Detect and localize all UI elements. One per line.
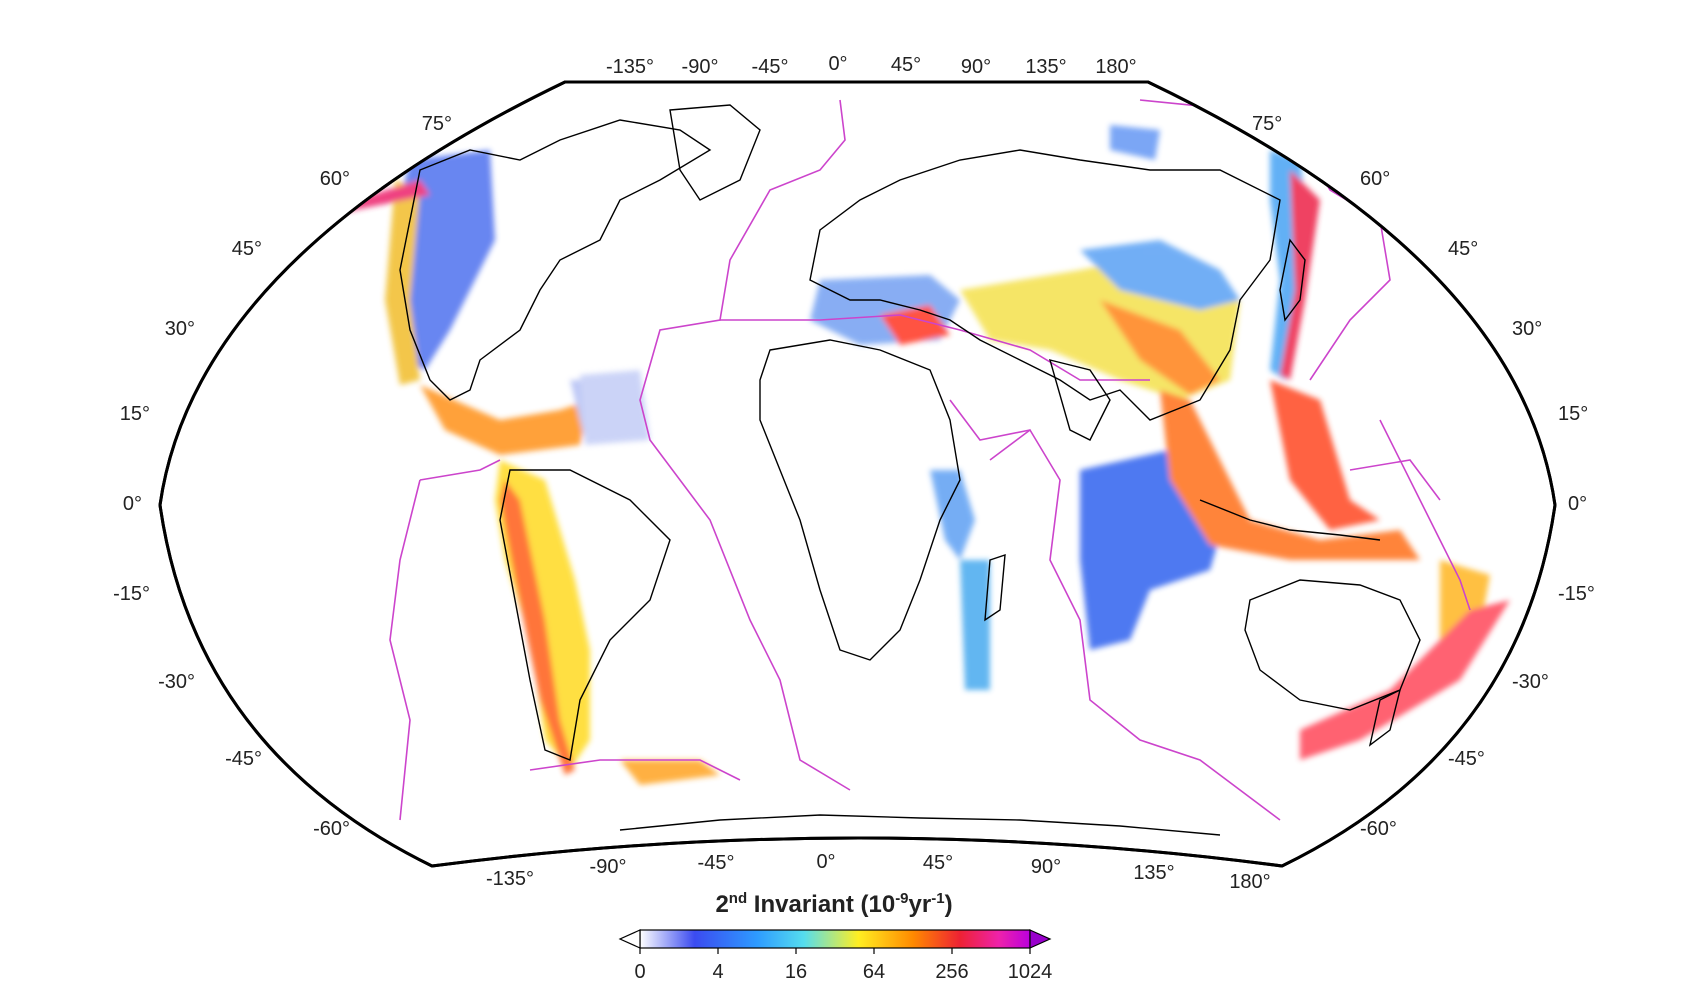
right-lat-label: 0° [1568, 493, 1587, 515]
left-lat-label: 30° [165, 318, 195, 340]
colorbar-tick-labels: 0 4 16 64 256 1024 [634, 961, 1052, 983]
colorbar-tick-label: 256 [935, 961, 968, 983]
colorbar-min-arrow [618, 929, 641, 949]
bottom-longitude-labels: -135° -90° -45° 0° 45° 90° 135° 180° [486, 851, 1271, 893]
right-lat-label: -15° [1558, 583, 1595, 605]
left-lat-label: 75° [422, 113, 452, 135]
top-lon-label: -45° [752, 56, 789, 78]
colorbar-ticks [639, 948, 1031, 954]
right-lat-label: 30° [1512, 318, 1542, 340]
top-lon-label: 0° [828, 53, 847, 75]
bottom-lon-label: 0° [816, 851, 835, 873]
left-lat-label: 45° [232, 238, 262, 260]
left-lat-label: -15° [113, 583, 150, 605]
colorbar-tick-label: 1024 [1008, 961, 1053, 983]
left-lat-label: 60° [320, 168, 350, 190]
top-longitude-labels: -135° -90° -45° 0° 45° 90° 135° 180° [606, 53, 1137, 78]
colorbar-gradient [639, 929, 1031, 949]
left-latitude-labels: 75° 60° 45° 30° 15° 0° -15° -30° -45° -6… [113, 113, 452, 840]
map-border [158, 80, 1557, 868]
colorbar-max-arrow [1029, 929, 1052, 949]
top-lon-label: 90° [961, 56, 991, 78]
bottom-lon-label: 45° [923, 852, 953, 874]
colorbar-tick-label: 16 [785, 961, 807, 983]
bottom-lon-label: -45° [698, 852, 735, 874]
colorbar: 0 4 16 64 256 1024 [618, 929, 1052, 983]
right-latitude-labels: 75° 60° 45° 30° 15° 0° -15° -30° -45° -6… [1252, 113, 1595, 840]
right-lat-label: 60° [1360, 168, 1390, 190]
coastlines [399, 104, 1421, 836]
top-lon-label: 135° [1025, 56, 1066, 78]
left-lat-label: -30° [158, 671, 195, 693]
colorbar-tick-label: 0 [634, 961, 645, 983]
colorbar-tick-label: 64 [863, 961, 885, 983]
right-lat-label: 75° [1252, 113, 1282, 135]
bottom-lon-label: 90° [1031, 856, 1061, 878]
top-lon-label: -135° [606, 56, 654, 78]
bottom-lon-label: 135° [1133, 862, 1174, 884]
right-lat-label: -30° [1512, 671, 1549, 693]
colorbar-title: 2nd Invariant (10-9yr-1) [715, 890, 952, 918]
bottom-lon-label: 180° [1229, 871, 1270, 893]
right-lat-label: 45° [1448, 238, 1478, 260]
bottom-lon-label: -135° [486, 868, 534, 890]
bottom-lon-label: -90° [590, 856, 627, 878]
left-lat-label: -60° [313, 818, 350, 840]
left-lat-label: -45° [225, 748, 262, 770]
right-lat-label: -45° [1448, 748, 1485, 770]
top-lon-label: -90° [682, 56, 719, 78]
top-lon-label: 45° [891, 54, 921, 76]
left-lat-label: 0° [123, 493, 142, 515]
right-lat-label: -60° [1360, 818, 1397, 840]
colorbar-tick-label: 4 [712, 961, 723, 983]
left-lat-label: 15° [120, 403, 150, 425]
top-lon-label: 180° [1095, 56, 1136, 78]
right-lat-label: 15° [1558, 403, 1588, 425]
